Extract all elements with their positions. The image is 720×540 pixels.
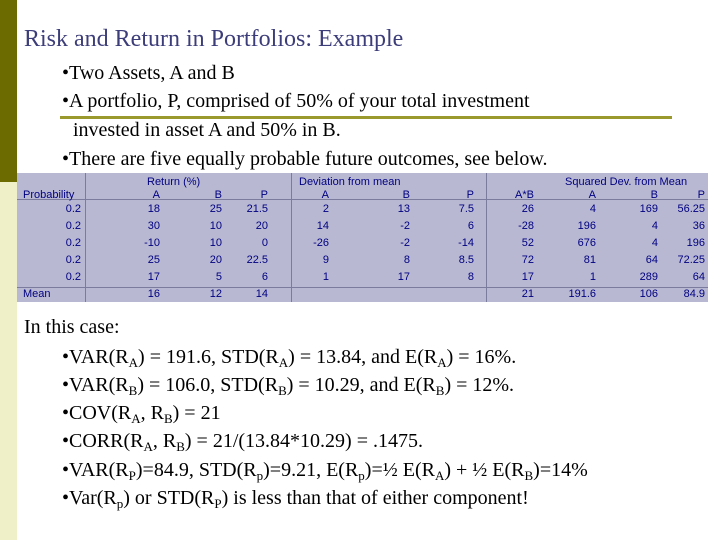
table-cell: 25 (147, 254, 160, 266)
table-cell: 25 (209, 203, 222, 215)
mean-cell: 21 (521, 288, 534, 300)
group-header-return: Return (%) (147, 176, 201, 188)
table-cell: 17 (521, 271, 534, 283)
table-cell: 5 (215, 271, 222, 283)
table-cell: 26 (521, 203, 534, 215)
table-cell: 72.25 (677, 254, 705, 266)
table-cell: 196 (577, 220, 596, 232)
table-cell: 7.5 (458, 203, 474, 215)
table-cell: 676 (577, 237, 596, 249)
var-a-line: •VAR(RA) = 191.6, STD(RA) = 13.84, and E… (62, 346, 517, 370)
mean-cell: 191.6 (568, 288, 596, 300)
table-cell: 8 (403, 254, 410, 266)
table-cell: 289 (639, 271, 658, 283)
slide-title: Risk and Return in Portfolios: Example (24, 26, 404, 52)
table-divider (17, 287, 708, 288)
table-cell: 8.5 (458, 254, 474, 266)
left-accent-bar-light (0, 182, 17, 540)
column-header: Probability (23, 189, 75, 201)
in-this-case-label: In this case: (24, 316, 120, 338)
table-cell: 22.5 (246, 254, 268, 266)
table-cell: 196 (686, 237, 705, 249)
corr-line: •CORR(RA, RB) = 21/(13.84*10.29) = .1475… (62, 430, 423, 454)
table-cell: 0.2 (65, 203, 81, 215)
table-cell: 1 (589, 271, 596, 283)
table-cell: -26 (313, 237, 329, 249)
mean-cell: 16 (147, 288, 160, 300)
left-accent-bar-dark (0, 0, 17, 182)
bullet-two-assets: •Two Assets, A and B (62, 62, 235, 84)
column-header: A (321, 189, 329, 201)
table-cell: 17 (147, 271, 160, 283)
table-divider (85, 173, 86, 302)
mean-cell: 84.9 (683, 288, 705, 300)
table-cell: 20 (209, 254, 222, 266)
bullet-portfolio-continued: invested in asset A and 50% in B. (73, 119, 341, 141)
table-cell: -28 (518, 220, 534, 232)
table-cell: 10 (209, 237, 222, 249)
column-header: P (697, 189, 705, 201)
table-cell: 169 (639, 203, 658, 215)
mean-cell: 106 (639, 288, 658, 300)
mean-row-label: Mean (23, 288, 51, 300)
var-p-line: •VAR(RP)=84.9, STD(Rp)=9.21, E(Rp)=½ E(R… (62, 459, 588, 483)
column-header: B (214, 189, 222, 201)
table-cell: -2 (400, 237, 410, 249)
var-b-line: •VAR(RB) = 106.0, STD(RB) = 10.29, and E… (62, 374, 515, 398)
table-cell: -10 (144, 237, 160, 249)
table-cell: 10 (209, 220, 222, 232)
table-divider (486, 173, 487, 302)
cov-line: •COV(RA, RB) = 21 (62, 402, 221, 426)
table-cell: 0.2 (65, 271, 81, 283)
column-header: P (260, 189, 268, 201)
table-cell: -14 (458, 237, 474, 249)
conclusion-line: •Var(Rp) or STD(RP) is less than that of… (62, 487, 529, 511)
column-header: B (650, 189, 658, 201)
table-cell: 21.5 (246, 203, 268, 215)
column-header: A (588, 189, 596, 201)
table-cell: 56.25 (677, 203, 705, 215)
bullet-portfolio: •A portfolio, P, comprised of 50% of you… (62, 90, 530, 112)
table-cell: 30 (147, 220, 160, 232)
column-header: P (466, 189, 474, 201)
table-cell: 0.2 (65, 254, 81, 266)
table-divider (17, 199, 708, 200)
table-cell: 14 (316, 220, 329, 232)
table-cell: 4 (651, 237, 658, 249)
table-cell: 9 (322, 254, 329, 266)
table-cell: 64 (645, 254, 658, 266)
column-header: A (152, 189, 160, 201)
group-header-deviation: Deviation from mean (299, 176, 401, 188)
table-cell: 4 (589, 203, 596, 215)
column-header: A*B (515, 189, 534, 201)
table-cell: 20 (255, 220, 268, 232)
group-header-squared-dev: Squared Dev. from Mean (565, 176, 688, 188)
underline-rule (60, 116, 672, 119)
table-cell: 6 (467, 220, 474, 232)
table-cell: 64 (692, 271, 705, 283)
table-cell: 17 (397, 271, 410, 283)
table-cell: 6 (261, 271, 268, 283)
table-cell: 0 (261, 237, 268, 249)
table-cell: 13 (397, 203, 410, 215)
table-cell: 72 (521, 254, 534, 266)
table-cell: 0.2 (65, 220, 81, 232)
outcomes-table: Return (%) Deviation from mean Squared D… (17, 173, 708, 302)
table-cell: 81 (583, 254, 596, 266)
bullet-five-outcomes: •There are five equally probable future … (62, 148, 548, 170)
table-cell: 0.2 (65, 237, 81, 249)
table-cell: 8 (467, 271, 474, 283)
table-cell: 1 (322, 271, 329, 283)
table-cell: 18 (147, 203, 160, 215)
table-divider (291, 173, 292, 302)
table-cell: 36 (692, 220, 705, 232)
mean-cell: 14 (255, 288, 268, 300)
mean-cell: 12 (209, 288, 222, 300)
table-cell: -2 (400, 220, 410, 232)
table-cell: 2 (322, 203, 329, 215)
table-cell: 52 (521, 237, 534, 249)
column-header: B (402, 189, 410, 201)
table-cell: 4 (651, 220, 658, 232)
